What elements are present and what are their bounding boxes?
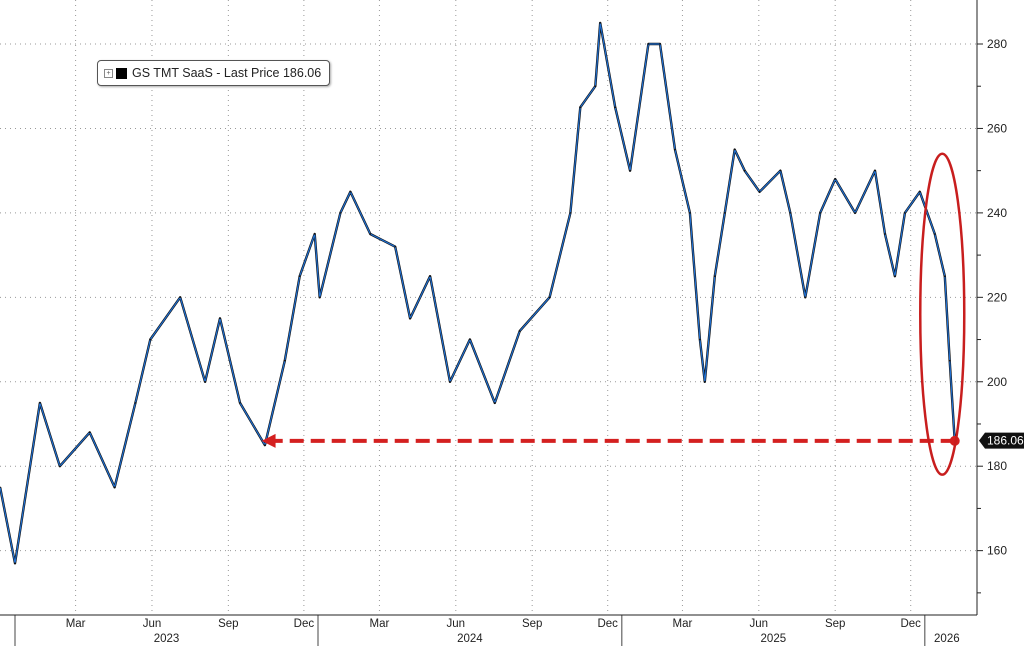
x-month-label: Mar [673,618,693,630]
data-point [743,169,746,172]
y-tick-label: 280 [987,37,1007,51]
x-month-label: Mar [66,618,86,630]
data-point [723,212,726,214]
x-year-label: 2026 [934,633,960,645]
data-point [264,444,266,446]
legend-label: GS TMT SaaS - Last Price 186.06 [132,66,322,80]
data-point [874,169,876,172]
data-point [88,431,91,434]
data-point [149,338,152,341]
data-point [819,212,822,214]
data-point [409,317,411,320]
x-year-label: 2024 [457,633,483,645]
data-point [804,296,807,299]
data-point [0,486,1,489]
data-point [239,402,241,404]
data-point [904,212,906,214]
data-point [919,190,921,193]
data-point [318,296,321,299]
data-point [758,190,761,193]
data-point [894,275,896,278]
data-point [219,317,221,320]
y-tick-label: 260 [987,121,1007,135]
data-point [689,212,691,214]
data-point [394,245,397,248]
data-point [674,148,676,151]
expand-icon[interactable]: + [104,68,113,78]
data-point [39,402,41,404]
x-month-label: Dec [597,618,618,630]
data-point [948,359,951,362]
arrow-head-icon [261,433,276,448]
data-point [884,233,886,235]
x-month-label: Mar [370,618,390,630]
data-point [494,402,496,404]
x-year-label: 2025 [761,633,787,645]
last-price-tag [979,432,1024,449]
data-point [59,465,61,468]
x-month-label: Sep [825,618,845,630]
data-point [14,562,16,565]
data-point [579,106,582,109]
data-point [449,380,451,383]
data-point [629,169,631,172]
data-point [789,212,792,214]
series-swatch [116,67,127,79]
data-point [369,233,372,235]
series-line [0,22,956,564]
data-point [599,22,602,24]
x-month-label: Jun [143,618,162,630]
x-month-label: Dec [900,618,921,630]
data-point [113,486,116,489]
highlight-ellipse [919,152,966,476]
data-point [659,43,661,45]
data-point [179,296,181,299]
data-point [733,148,736,151]
data-point [313,233,316,235]
data-point [298,275,301,278]
data-point [854,212,856,214]
x-month-label: Jun [447,618,466,630]
data-point [933,233,936,235]
data-point [204,380,206,383]
data-point [469,338,471,341]
data-point [134,402,137,404]
data-point [518,330,521,332]
chart-legend: + GS TMT SaaS - Last Price 186.06 [97,60,331,86]
last-price-label: 186.06 [987,434,1024,448]
data-point [594,85,597,88]
data-point [614,106,616,109]
data-point [429,275,431,278]
data-point [283,359,286,362]
data-point [714,275,716,278]
data-point [704,380,706,383]
x-year-label: 2023 [154,633,180,645]
x-month-label: Sep [218,618,238,630]
x-month-label: Jun [750,618,769,630]
series-line-shadow [0,21,956,565]
x-month-label: Sep [522,618,542,630]
y-tick-label: 180 [987,459,1007,473]
x-month-label: Dec [294,618,315,630]
data-point [779,169,782,172]
data-point [339,212,342,214]
y-tick-label: 240 [987,206,1007,220]
data-point [647,43,650,45]
data-point [548,296,551,299]
data-point [349,190,352,193]
y-tick-label: 220 [987,290,1007,304]
y-tick-label: 200 [987,375,1007,389]
y-tick-label: 160 [987,544,1007,558]
data-point [569,212,572,214]
data-point [699,338,701,341]
data-point [834,178,836,180]
data-point [943,275,946,278]
